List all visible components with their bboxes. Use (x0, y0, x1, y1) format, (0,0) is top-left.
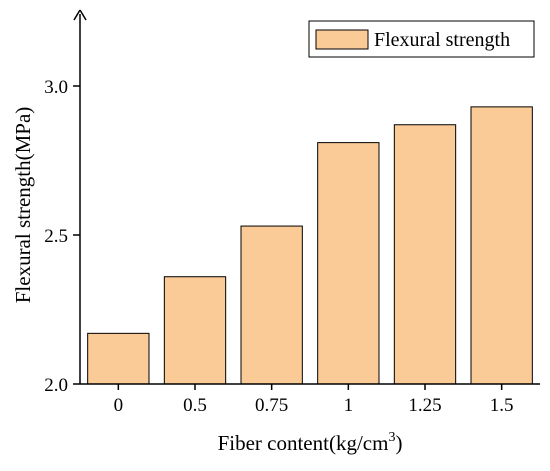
x-tick-label: 1 (344, 395, 354, 416)
bar-0.5 (163, 276, 227, 385)
bar-1.25 (393, 124, 457, 385)
bar-1 (317, 142, 380, 385)
y-axis-label: Flexural strength(MPa) (11, 107, 35, 304)
legend-label: Flexural strength (374, 29, 510, 51)
x-tick-label: 1.5 (490, 395, 514, 416)
x-axis-label-main: Fiber content(kg/cm (218, 431, 389, 455)
legend: Flexural strength (308, 20, 535, 58)
bar-1.5 (470, 106, 533, 385)
x-tick-label: 0.75 (255, 395, 288, 416)
bars-group (87, 106, 533, 385)
y-axis-top-arrow (79, 9, 87, 21)
y-tick-label: 2.0 (44, 375, 68, 396)
bar-0 (87, 332, 150, 385)
x-ticks-group: 0 0.5 0.75 1 1.25 1.5 (114, 384, 514, 416)
bar-0.75 (240, 225, 303, 385)
x-axis-label-suffix: ) (395, 431, 402, 455)
legend-swatch (315, 29, 369, 50)
x-tick-label: 0 (114, 395, 124, 416)
y-axis-top-arrow (73, 9, 81, 21)
x-axis-label-superscript: 3 (388, 430, 395, 445)
x-tick-label: 1.25 (408, 395, 441, 416)
y-tick-label: 2.5 (44, 226, 68, 247)
y-ticks-group: 2.0 2.5 3.0 (44, 77, 80, 396)
x-axis-label: Fiber content(kg/cm3) (218, 430, 403, 455)
x-tick-label: 0.5 (183, 395, 207, 416)
y-tick-label: 3.0 (44, 77, 68, 98)
